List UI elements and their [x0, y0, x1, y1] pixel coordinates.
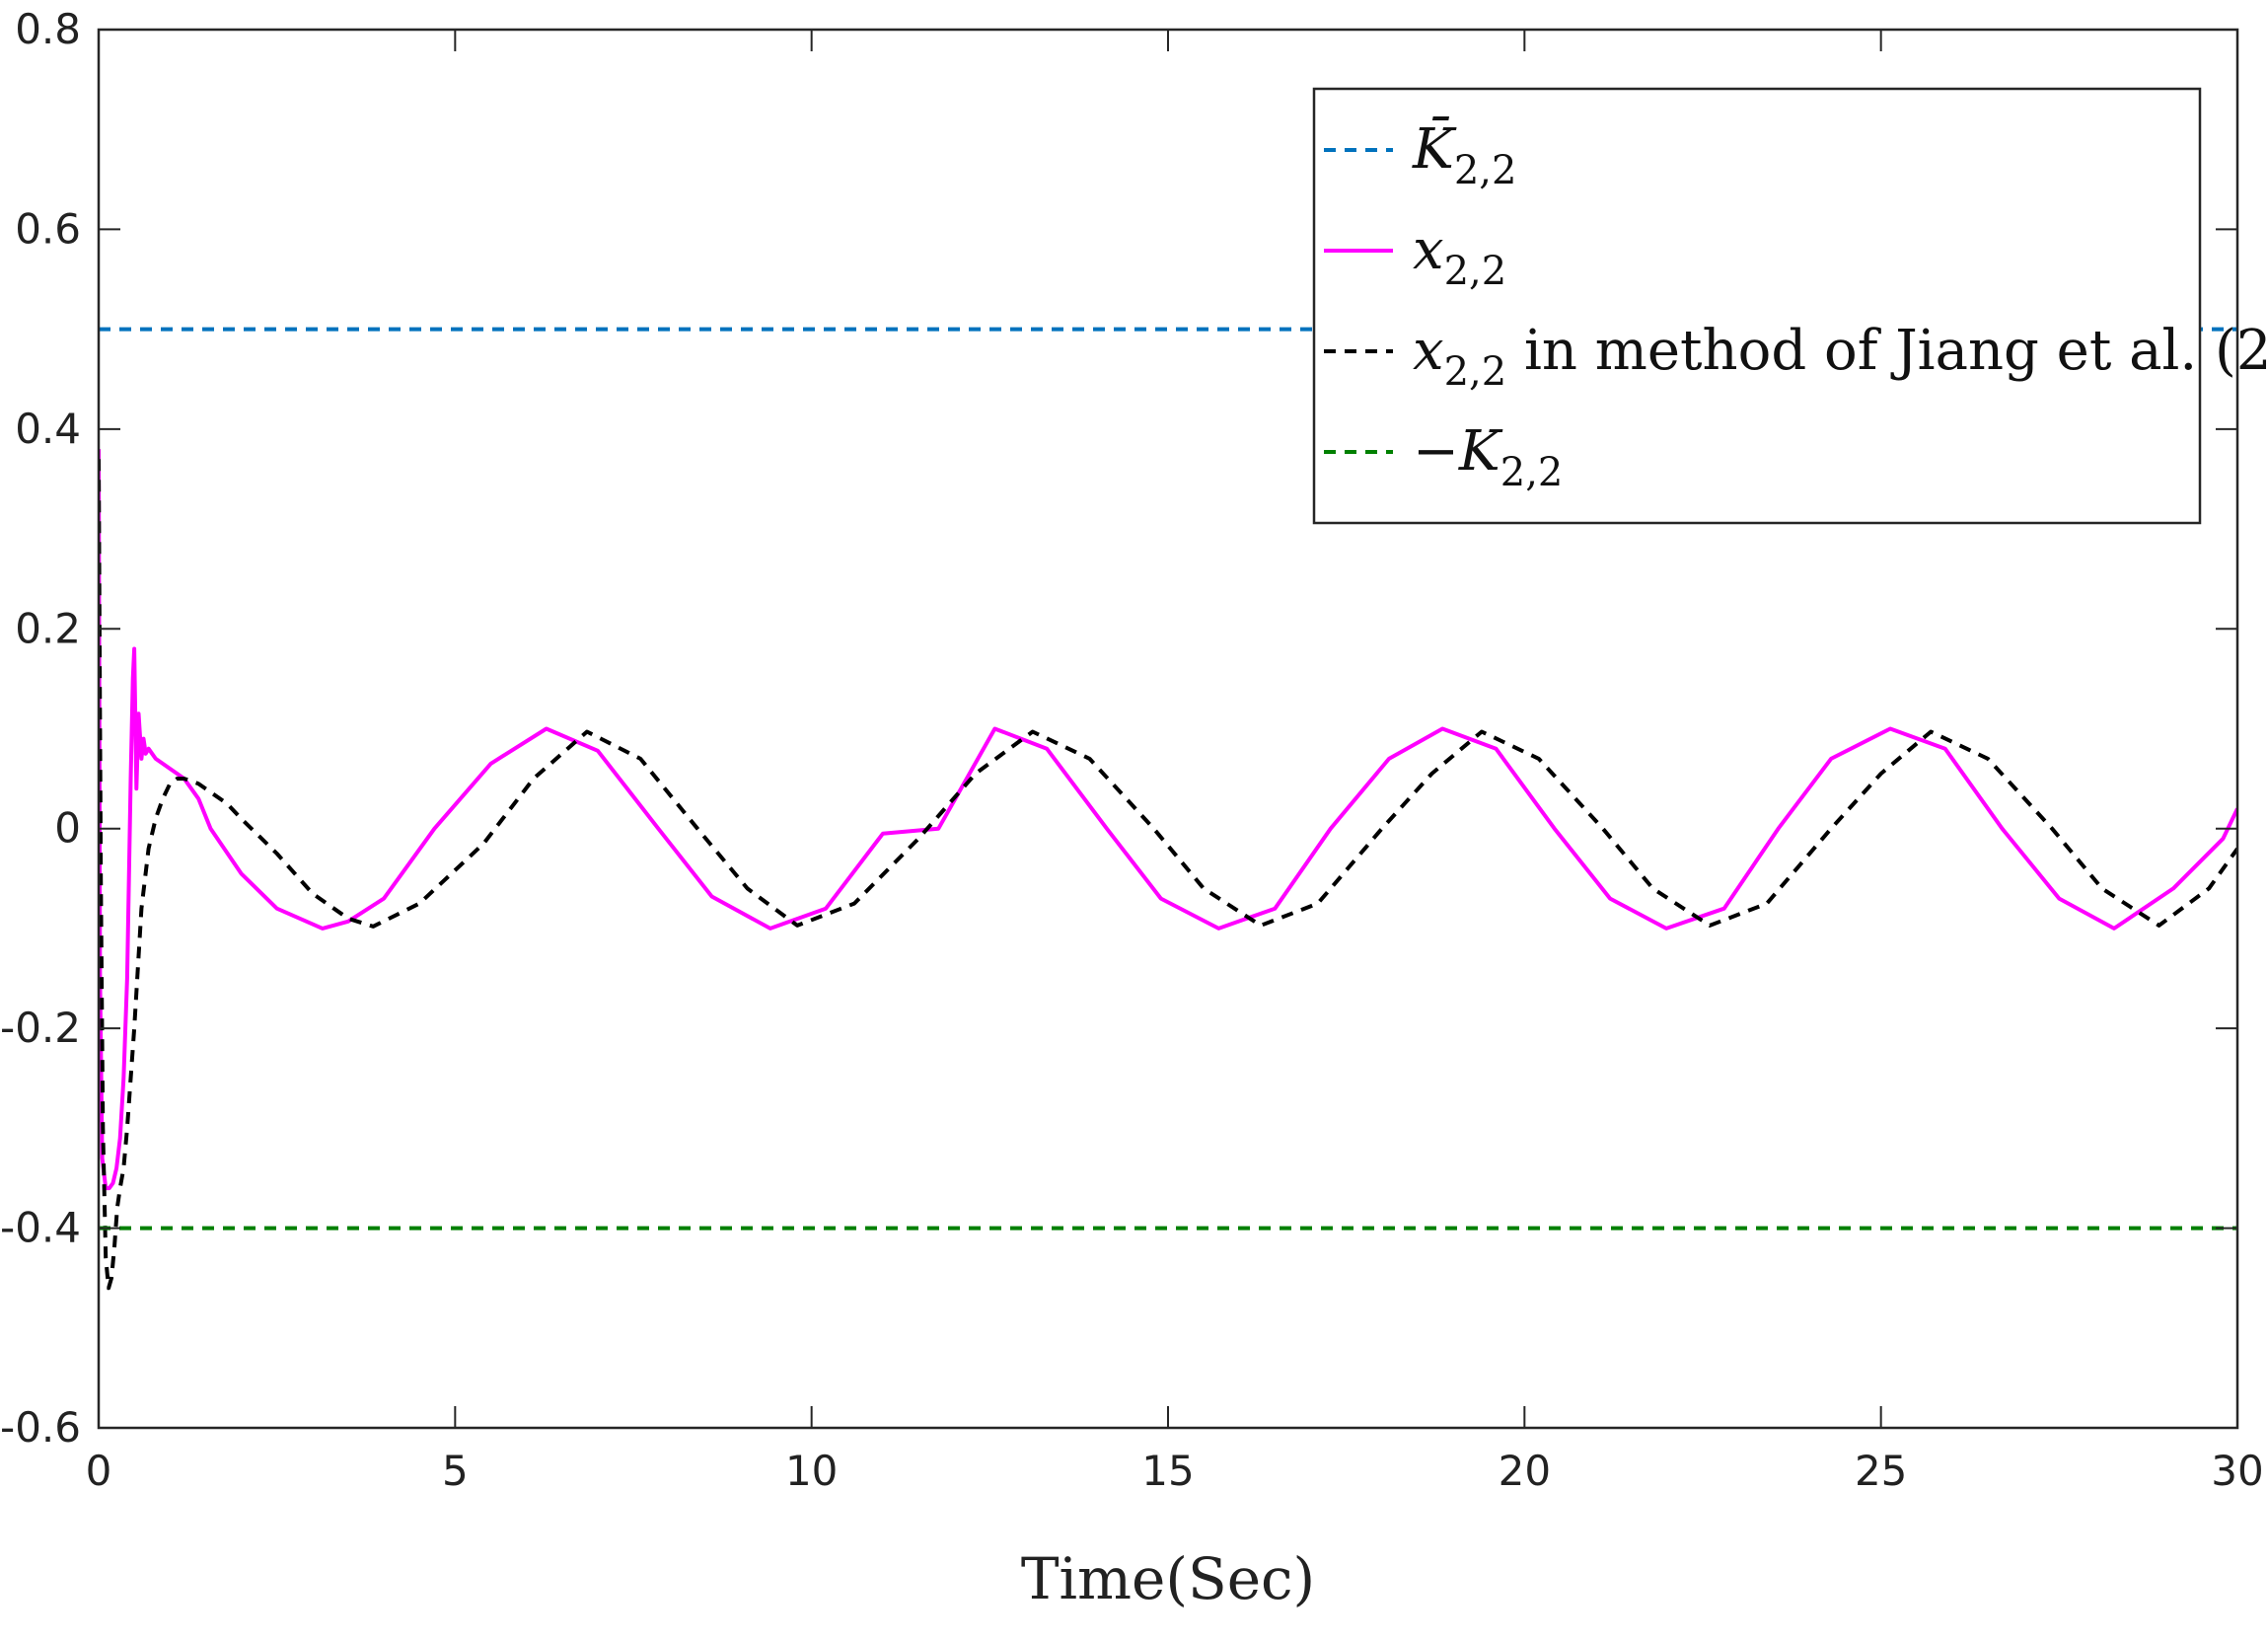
x-tick-label: 25 — [1855, 1447, 1907, 1495]
x-tick-label: 20 — [1499, 1447, 1551, 1495]
legend: K̄2,2 x2,2 x2,2 in method of Jiang et al. … — [1312, 87, 2268, 525]
y-tick-label: 0.2 — [15, 604, 81, 652]
legend-label-3: x2,2 in method of Jiang et al. (2020) — [1413, 319, 2268, 395]
series-line-3 — [99, 459, 2237, 1291]
series-line-2 — [99, 449, 2237, 1191]
legend-label-4: −K2,2 — [1413, 419, 1563, 495]
x-axis-title: Time(Sec) — [1021, 1545, 1315, 1612]
y-tick-label: 0.6 — [15, 204, 81, 253]
x-tick-label: 10 — [785, 1447, 838, 1495]
y-tick-label: 0.4 — [15, 405, 81, 453]
ticks-layer: 0 5 10 15 20 25 30 -0.6 -0.4 -0.2 0 0.2 0.4 0.6 0.8 — [0, 5, 2264, 1495]
x-tick-label: 5 — [442, 1447, 469, 1495]
y-tick-label: -0.6 — [0, 1403, 81, 1452]
legend-box — [1312, 87, 2202, 525]
y-tick-label: 0 — [54, 804, 81, 853]
y-tick-label: -0.2 — [0, 1004, 81, 1052]
legend-label-1: K̄2,2 — [1412, 115, 1516, 193]
x-tick-label: 0 — [86, 1447, 112, 1495]
x-tick-label: 15 — [1141, 1447, 1194, 1495]
x-tick-label: 30 — [2211, 1447, 2263, 1495]
y-tick-label: 0.8 — [15, 5, 81, 53]
y-tick-label: -0.4 — [0, 1204, 81, 1252]
legend-label-2: x2,2 — [1413, 218, 1506, 294]
